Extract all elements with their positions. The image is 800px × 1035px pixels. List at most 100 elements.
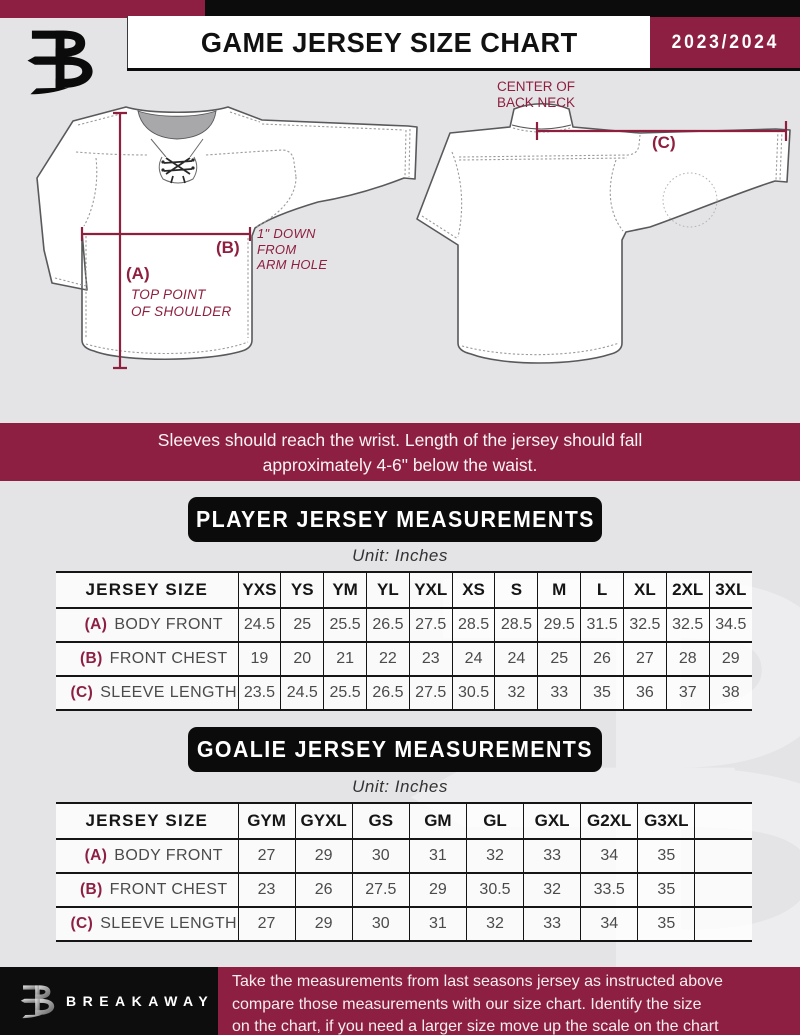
fit-notice-line2: approximately 4-6" below the waist. [262,455,538,475]
measurement-value-cell: 30.5 [451,676,495,710]
measurement-value-cell: 21 [323,642,367,676]
measurement-value-cell: 30 [351,839,410,873]
measurement-value-cell: 27 [622,642,667,676]
measurement-value-cell [694,839,752,873]
season-badge: 2023/2024 [650,17,800,69]
page-title: GAME JERSEY SIZE CHART [200,26,578,58]
measurement-value-cell: 29.5 [537,608,581,642]
measurement-row-label: (B) FRONT CHEST [56,873,238,907]
size-column-header: YXL [408,572,453,608]
measurement-value-cell: 34.5 [708,608,752,642]
measurement-value-cell: 29 [708,642,752,676]
measurement-row: (B) FRONT CHEST 19 20 21 22 23 24 24 25 26 27 28 29 [56,642,752,676]
measure-name: SLEEVE LENGTH [100,684,238,701]
size-column-header: GM [408,803,467,839]
measurement-row-label: (C) SLEEVE LENGTH [56,907,238,941]
measurement-value-cell: 33 [523,839,581,873]
measurement-value-cell: 27 [237,907,296,941]
measurement-value-cell: 31 [408,907,467,941]
measure-name: FRONT CHEST [109,650,228,667]
measurement-value-cell: 34 [580,839,638,873]
goalie-section-heading: GOALIE JERSEY MEASUREMENTS [188,727,602,772]
size-header-row: JERSEY SIZE YXS YS YM YL YXL XS S M L XL 2XL 3XL [56,572,752,608]
measurement-value-cell: 31 [408,839,467,873]
jersey-diagrams [36,102,791,370]
measurement-value-cell: 32 [465,839,524,873]
measurement-value-cell: 29 [294,907,353,941]
size-column-header: YM [323,572,367,608]
measure-name: SLEEVE LENGTH [100,915,238,932]
measurement-value-cell: 27.5 [408,608,453,642]
title-bar: GAME JERSEY SIZE CHART [127,16,650,69]
measurement-value-cell: 38 [708,676,752,710]
measurement-value-cell: 26 [294,873,353,907]
measurement-value-cell: 28.5 [494,608,538,642]
measurement-row: (C) SLEEVE LENGTH 27 29 30 31 32 33 34 35 [56,907,752,941]
measurement-value-cell: 24.5 [280,676,324,710]
measurement-row: (A) BODY FRONT 24.5 25 25.5 26.5 27.5 28.5 28.5 2… [56,608,752,642]
measurement-row: (A) BODY FRONT 27 29 30 31 32 33 34 35 [56,839,752,873]
measurement-value-cell: 26.5 [366,608,410,642]
size-column-header: 2XL [665,572,710,608]
measurement-row: (C) SLEEVE LENGTH 23.5 24.5 25.5 26.5 27.5 30.5… [56,676,752,710]
measurement-value-cell: 26 [580,642,624,676]
measurement-row-label: (C) SLEEVE LENGTH [56,676,239,710]
fit-notice-banner: Sleeves should reach the wrist. Length o… [0,423,800,481]
measurement-value-cell [694,907,752,941]
measurement-value-cell: 28.5 [451,608,495,642]
footer-line3: on the chart, if you need a larger size … [232,1018,719,1035]
measure-name: FRONT CHEST [109,881,228,898]
measurement-value-cell: 32 [465,907,524,941]
measurement-value-cell: 23 [237,873,296,907]
measure-key: (A) [84,616,108,633]
measurement-value-cell: 24 [494,642,538,676]
top-maroon-strip [0,0,205,18]
size-column-header: GXL [523,803,581,839]
measurement-row: (B) FRONT CHEST 23 26 27.5 29 30.5 32 33.5 35 [56,873,752,907]
measurement-value-cell: 25.5 [323,608,367,642]
measurement-value-cell: 31.5 [580,608,624,642]
measurement-value-cell: 35 [637,907,695,941]
season-label: 2023/2024 [671,32,779,53]
measurement-row-label: (A) BODY FRONT [56,839,238,873]
armhole-note: 1" DOWN FROM ARM HOLE [257,226,328,272]
measurement-value-cell: 37 [665,676,710,710]
size-column-header: YS [280,572,324,608]
size-column-header: GL [465,803,524,839]
measure-name: BODY FRONT [114,616,223,633]
measurement-value-cell: 23.5 [237,676,281,710]
measurement-value-cell: 29 [294,839,353,873]
measurement-value-cell: 19 [237,642,281,676]
header-underline [127,68,800,71]
player-section-heading: PLAYER JERSEY MEASUREMENTS [188,497,602,542]
measurement-value-cell: 33 [523,907,581,941]
size-column-header: GYXL [294,803,353,839]
fit-notice-line1: Sleeves should reach the wrist. Length o… [157,430,643,450]
measurement-value-cell: 32 [494,676,538,710]
measurement-value-cell: 30.5 [465,873,524,907]
measure-key: (C) [70,915,94,932]
measurement-value-cell: 33 [537,676,581,710]
top-black-strip [205,0,800,18]
size-column-header: S [494,572,538,608]
measure-c-label: (C) [652,133,676,152]
corner-label: JERSEY SIZE [56,572,239,608]
brand-name: BREAKAWAY [66,993,215,1009]
goalie-unit-label: Unit: Inches [352,777,448,796]
size-column-header: M [537,572,581,608]
measurement-value-cell: 29 [408,873,467,907]
footer-brand-block: BREAKAWAY [0,967,218,1035]
size-column-header: XS [451,572,495,608]
measure-a-label: (A) [126,264,150,283]
measure-key: (B) [79,881,103,898]
size-column-header: GYM [237,803,296,839]
size-header-row: JERSEY SIZE GYM GYXL GS GM GL GXL G2XL G3XL [56,803,752,839]
measurement-value-cell: 27.5 [408,676,453,710]
size-column-header: G2XL [580,803,638,839]
measurement-value-cell: 27.5 [351,873,410,907]
measurement-value-cell: 30 [351,907,410,941]
measurement-value-cell: 22 [366,642,410,676]
measure-name: BODY FRONT [114,847,223,864]
measurement-value-cell: 26.5 [366,676,410,710]
measurement-value-cell: 25 [280,608,324,642]
